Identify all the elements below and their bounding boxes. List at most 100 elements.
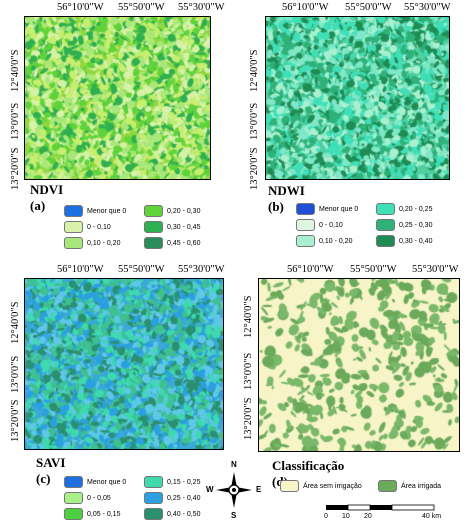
legend-item: 0,15 - 0,25 <box>144 476 200 488</box>
x-tick-c-1: 56°10'0"W <box>57 264 104 275</box>
x-tick-d-1: 56°10'0"W <box>287 264 334 275</box>
scale-tick-0: 0 <box>324 513 328 520</box>
legend-swatch <box>144 476 163 488</box>
legend-label: 0,25 - 0,30 <box>399 221 433 229</box>
legend-label: 0,10 - 0,20 <box>87 239 121 247</box>
ndwi-title: NDWI (b) <box>268 183 305 214</box>
x-tick-d-2: 55°50'0"W <box>350 264 397 275</box>
legend-label: Menor que 0 <box>87 207 127 215</box>
y-tick-c-2: 13°0'0"S <box>10 355 21 393</box>
legend-label: 0,20 - 0,30 <box>167 207 201 215</box>
scale-bar-graphic <box>326 504 435 511</box>
x-tick-a-1: 56°10'0"W <box>57 2 104 13</box>
legend-swatch <box>376 219 395 231</box>
legend-item: Menor que 0 <box>64 476 126 488</box>
x-tick-b-1: 56°10'0"W <box>282 2 329 13</box>
x-tick-b-2: 55°50'0"W <box>345 2 392 13</box>
scale-bar: 0 10 20 40 km <box>322 504 472 524</box>
legend-item: 0,20 - 0,30 <box>144 205 200 217</box>
legend-label: 0,20 - 0,25 <box>399 205 433 213</box>
legend-swatch <box>144 205 163 217</box>
map-raster <box>25 17 210 179</box>
legend-label: 0,15 - 0,25 <box>167 478 201 486</box>
legend-label: 0,30 - 0,45 <box>167 223 201 231</box>
compass-rose: N S W E <box>206 460 262 520</box>
legend-label: 0,40 - 0,50 <box>167 510 201 518</box>
compass-s-label: S <box>231 511 237 520</box>
savi-map[interactable] <box>24 278 224 450</box>
y-tick-a-2: 13°0'0"S <box>10 102 21 140</box>
y-tick-b-1: 12°40'0"S <box>249 49 260 92</box>
savi-title: SAVI (c) <box>36 455 66 486</box>
legend-label: 0,05 - 0,15 <box>87 510 121 518</box>
ndwi-legend: Menor que 0 0,20 - 0,25 0 - 0,10 0,25 - 0,3… <box>296 203 466 253</box>
legend-swatch <box>64 508 83 520</box>
x-tick-b-3: 55°30'0"W <box>404 2 451 13</box>
scale-tick-40: 40 km <box>422 513 442 520</box>
legend-swatch <box>64 476 83 488</box>
y-tick-c-3: 13°20'0"S <box>10 399 21 442</box>
legend-item: Área sem irrigação <box>280 480 362 492</box>
legend-swatch <box>144 492 163 504</box>
classificacao-legend: Área sem irrigação Área irrigada <box>280 480 470 494</box>
legend-swatch <box>64 492 83 504</box>
compass-w-label: W <box>206 485 214 494</box>
ndvi-legend: Menor que 0 0,20 - 0,30 0 - 0,10 0,30 - 0,4… <box>64 205 234 255</box>
legend-swatch <box>144 237 163 249</box>
legend-item: 0,25 - 0,40 <box>144 492 200 504</box>
x-tick-a-2: 55°50'0"W <box>118 2 165 13</box>
legend-label: 0,10 - 0,20 <box>319 237 353 245</box>
legend-label: 0,30 - 0,40 <box>399 237 433 245</box>
legend-swatch <box>64 205 83 217</box>
map-raster <box>25 279 223 449</box>
y-tick-c-1: 12°40'0"S <box>10 301 21 344</box>
legend-swatch <box>144 508 163 520</box>
x-tick-d-3: 55°30'0"W <box>412 264 459 275</box>
y-tick-a-1: 12°40'0"S <box>10 49 21 92</box>
legend-item: Área irrigada <box>378 480 441 492</box>
y-tick-d-1: 12°40'0"S <box>243 295 254 338</box>
legend-swatch <box>378 480 397 492</box>
legend-item: Menor que 0 <box>64 205 126 217</box>
legend-swatch <box>376 203 395 215</box>
scale-tick-10: 10 <box>342 513 350 520</box>
legend-item: 0,25 - 0,30 <box>376 219 432 231</box>
y-tick-d-2: 13°0'0"S <box>243 352 254 390</box>
ndwi-map[interactable] <box>265 16 450 180</box>
ndvi-title: NDVI (a) <box>30 182 64 213</box>
legend-item: 0,20 - 0,25 <box>376 203 432 215</box>
legend-swatch <box>376 235 395 247</box>
compass-e-label: E <box>256 485 262 494</box>
y-tick-b-2: 13°0'0"S <box>249 102 260 140</box>
north-arrow-icon <box>216 472 252 508</box>
y-tick-b-3: 13°20'0"S <box>249 147 260 190</box>
legend-swatch <box>64 221 83 233</box>
scale-tick-20: 20 <box>364 513 372 520</box>
ndvi-map[interactable] <box>24 16 211 180</box>
x-tick-a-3: 55°30'0"W <box>178 2 225 13</box>
legend-item: 0 - 0,05 <box>64 492 111 504</box>
legend-swatch <box>296 203 315 215</box>
legend-item: Menor que 0 <box>296 203 358 215</box>
legend-swatch <box>296 219 315 231</box>
legend-label: Menor que 0 <box>87 478 127 486</box>
legend-item: 0,10 - 0,20 <box>64 237 120 249</box>
legend-item: 0,05 - 0,15 <box>64 508 120 520</box>
legend-label: 0,25 - 0,40 <box>167 494 201 502</box>
y-tick-d-3: 13°20'0"S <box>243 397 254 440</box>
compass-n-label: N <box>231 460 237 469</box>
savi-legend: Menor que 0 0,15 - 0,25 0 - 0,05 0,25 - 0,4… <box>64 476 229 524</box>
legend-item: 0,10 - 0,20 <box>296 235 352 247</box>
legend-swatch <box>144 221 163 233</box>
legend-item: 0,30 - 0,40 <box>376 235 432 247</box>
legend-item: 0,30 - 0,45 <box>144 221 200 233</box>
legend-item: 0 - 0,10 <box>64 221 111 233</box>
legend-label: 0 - 0,05 <box>87 494 111 502</box>
legend-item: 0,40 - 0,50 <box>144 508 200 520</box>
legend-item: 0 - 0,10 <box>296 219 343 231</box>
legend-label: Área sem irrigação <box>303 482 362 490</box>
legend-label: Menor que 0 <box>319 205 359 213</box>
map-raster <box>259 279 459 451</box>
classificacao-map[interactable] <box>258 278 460 452</box>
legend-label: 0 - 0,10 <box>87 223 111 231</box>
